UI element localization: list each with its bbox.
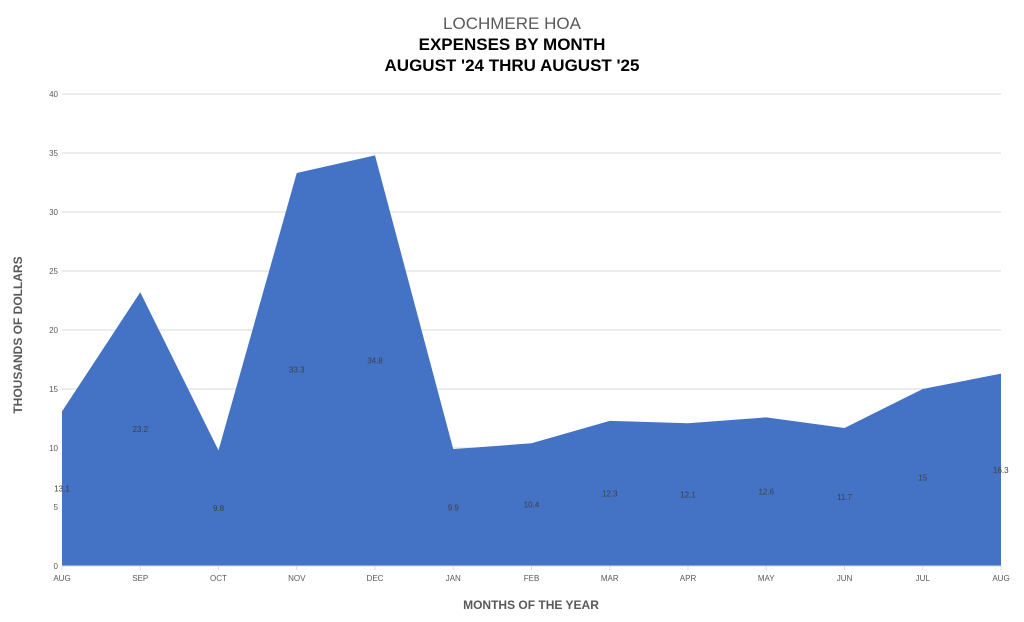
y-tick-label: 0 bbox=[54, 562, 59, 571]
x-tick-label: SEP bbox=[132, 574, 148, 583]
x-tick-label: JUL bbox=[916, 574, 931, 583]
x-tick-label: OCT bbox=[210, 574, 227, 583]
data-label: 23.2 bbox=[132, 425, 148, 434]
y-axis-title: THOUSANDS OF DOLLARS bbox=[11, 256, 25, 413]
x-tick-label: MAY bbox=[758, 574, 775, 583]
y-tick-label: 15 bbox=[49, 385, 58, 394]
x-axis-title: MONTHS OF THE YEAR bbox=[463, 598, 599, 612]
data-label: 12.3 bbox=[602, 489, 618, 498]
x-tick-label: DEC bbox=[367, 574, 384, 583]
y-tick-label: 40 bbox=[49, 90, 58, 99]
chart-title-org: LOCHMERE HOA bbox=[443, 14, 581, 33]
data-label: 12.1 bbox=[680, 491, 696, 500]
x-tick-label: NOV bbox=[288, 574, 306, 583]
data-label: 15 bbox=[918, 474, 927, 483]
y-tick-label: 30 bbox=[49, 208, 58, 217]
y-tick-label: 10 bbox=[49, 444, 58, 453]
data-label: 9.8 bbox=[213, 504, 225, 513]
data-label: 16.3 bbox=[993, 466, 1009, 475]
x-tick-label: JAN bbox=[446, 574, 461, 583]
x-tick-label: FEB bbox=[524, 574, 540, 583]
chart-subtitle: AUGUST '24 THRU AUGUST '25 bbox=[384, 56, 640, 75]
x-tick-label: MAR bbox=[601, 574, 619, 583]
expense-area-series bbox=[62, 155, 1001, 567]
x-tick-label: AUG bbox=[992, 574, 1009, 583]
data-label: 13.1 bbox=[54, 485, 70, 494]
x-tick-label: APR bbox=[680, 574, 697, 583]
data-label: 12.6 bbox=[758, 488, 774, 497]
y-tick-label: 20 bbox=[49, 326, 58, 335]
y-tick-label: 25 bbox=[49, 267, 58, 276]
data-label: 10.4 bbox=[524, 501, 540, 510]
y-tick-label: 35 bbox=[49, 149, 58, 158]
data-label: 34.8 bbox=[367, 357, 383, 366]
data-label: 11.7 bbox=[837, 493, 853, 502]
data-label: 33.3 bbox=[289, 366, 305, 375]
x-tick-label: JUN bbox=[837, 574, 853, 583]
y-tick-label: 5 bbox=[54, 503, 59, 512]
data-label: 9.9 bbox=[448, 504, 460, 513]
x-tick-label: AUG bbox=[53, 574, 70, 583]
chart-title: EXPENSES BY MONTH bbox=[418, 35, 606, 54]
